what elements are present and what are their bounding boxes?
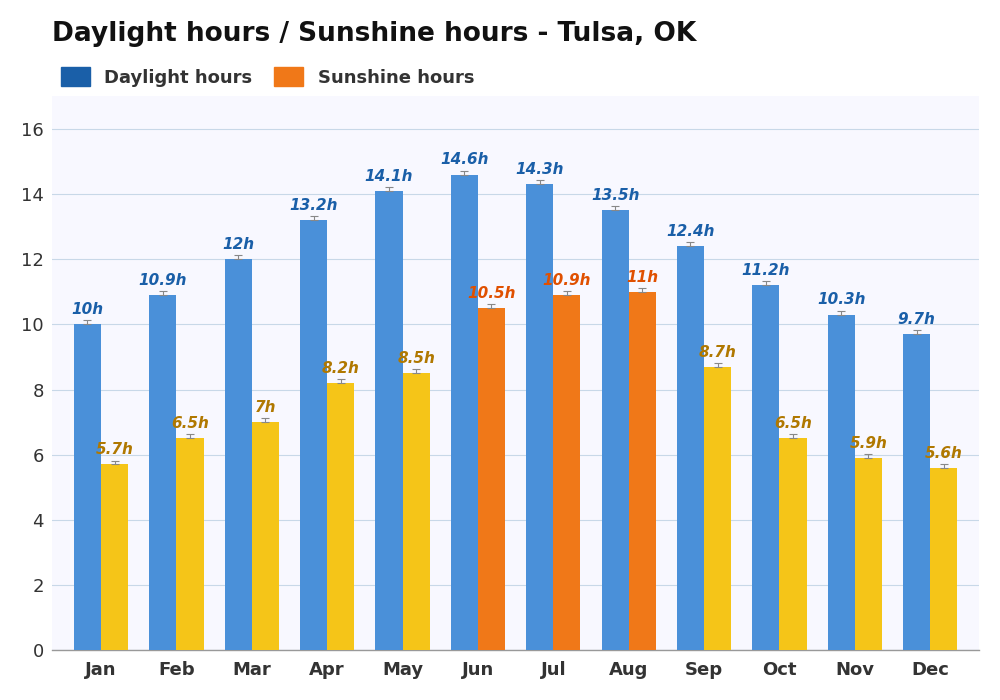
Bar [478, 308, 505, 650]
Bar [225, 259, 252, 650]
Bar [752, 286, 779, 650]
Bar [176, 438, 204, 650]
Text: 10.9h: 10.9h [139, 273, 187, 288]
Bar [74, 324, 101, 650]
Text: 5.6h: 5.6h [925, 445, 963, 461]
Text: 12h: 12h [222, 237, 254, 252]
Text: 8.2h: 8.2h [322, 360, 360, 376]
Text: 14.1h: 14.1h [365, 169, 413, 183]
Text: 12.4h: 12.4h [666, 224, 715, 239]
Bar [930, 468, 957, 650]
Text: 10.9h: 10.9h [543, 273, 591, 288]
Bar [252, 422, 279, 650]
Text: 8.7h: 8.7h [699, 344, 737, 360]
Legend: Daylight hours, Sunshine hours: Daylight hours, Sunshine hours [61, 66, 474, 87]
Text: 13.2h: 13.2h [289, 198, 338, 213]
Bar [149, 295, 176, 650]
Bar [327, 383, 354, 650]
Text: 14.3h: 14.3h [515, 162, 564, 177]
Bar [526, 184, 553, 650]
Bar [629, 292, 656, 650]
Text: 7h: 7h [255, 400, 276, 415]
Text: Daylight hours / Sunshine hours - Tulsa, OK: Daylight hours / Sunshine hours - Tulsa,… [52, 21, 696, 47]
Bar [403, 373, 430, 650]
Text: 6.5h: 6.5h [774, 416, 812, 431]
Text: 9.7h: 9.7h [898, 312, 936, 327]
Text: 13.5h: 13.5h [591, 188, 639, 203]
Text: 11.2h: 11.2h [742, 263, 790, 278]
Text: 5.9h: 5.9h [849, 435, 887, 451]
Bar [828, 314, 855, 650]
Bar [903, 334, 930, 650]
Text: 5.7h: 5.7h [96, 442, 134, 457]
Text: 14.6h: 14.6h [440, 153, 489, 167]
Bar [704, 367, 731, 650]
Bar [451, 174, 478, 650]
Bar [855, 458, 882, 650]
Bar [677, 246, 704, 650]
Bar [553, 295, 580, 650]
Bar [779, 438, 807, 650]
Bar [101, 464, 128, 650]
Bar [602, 211, 629, 650]
Text: 6.5h: 6.5h [171, 416, 209, 431]
Text: 11h: 11h [626, 270, 658, 285]
Text: 8.5h: 8.5h [397, 351, 435, 366]
Bar [375, 191, 403, 650]
Text: 10.3h: 10.3h [817, 293, 865, 307]
Text: 10h: 10h [71, 302, 104, 317]
Bar [300, 220, 327, 650]
Text: 10.5h: 10.5h [467, 286, 516, 301]
